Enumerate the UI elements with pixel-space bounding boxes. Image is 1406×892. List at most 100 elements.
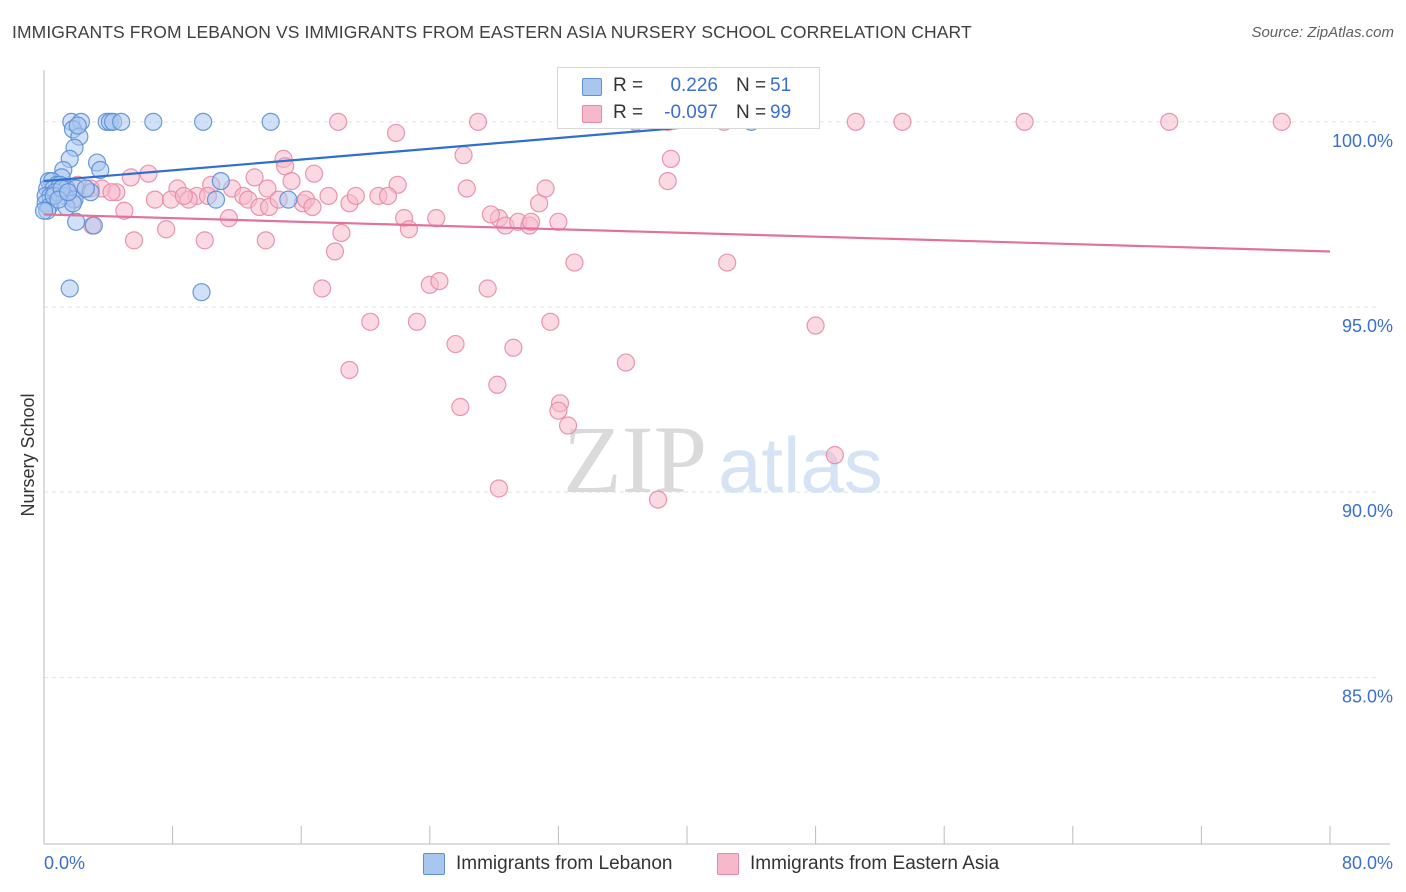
- data-point: [378, 186, 398, 206]
- data-point: [256, 231, 275, 250]
- data-point: [361, 312, 380, 331]
- data-point: [194, 112, 213, 131]
- data-point: [279, 190, 298, 209]
- data-point: [489, 479, 509, 498]
- data-point: [536, 179, 555, 198]
- data-point: [174, 186, 193, 206]
- data-point: [481, 205, 500, 224]
- data-point: [825, 446, 844, 465]
- data-point: [91, 160, 110, 180]
- data-point: [157, 220, 176, 239]
- lebanon-swatch: [423, 853, 445, 875]
- data-point: [319, 186, 338, 206]
- data-point: [325, 242, 345, 261]
- data-point: [846, 112, 865, 131]
- n-value: 51: [770, 75, 792, 96]
- legend-label: Immigrants from Eastern Asia: [750, 853, 1000, 874]
- data-point: [1272, 112, 1291, 131]
- data-point: [84, 216, 103, 235]
- lebanon-swatch: [582, 78, 602, 96]
- axes: [43, 70, 1390, 845]
- data-point: [211, 172, 230, 191]
- data-point: [303, 197, 322, 217]
- data-point: [478, 279, 497, 298]
- data-point: [304, 164, 324, 183]
- y-tick-label: 100.0%: [1332, 131, 1393, 151]
- trendline-eastern-asia: [43, 213, 1331, 253]
- data-point: [144, 112, 163, 131]
- data-point: [386, 123, 406, 143]
- series-lebanon-points: [34, 112, 761, 302]
- data-point: [312, 279, 332, 298]
- chart-source: Source: ZipAtlas.com: [1251, 24, 1394, 41]
- data-point: [261, 112, 280, 131]
- watermark: ZIP atlas: [563, 406, 883, 513]
- data-point: [206, 190, 226, 209]
- data-point: [1015, 112, 1034, 131]
- data-point: [658, 172, 677, 191]
- data-point: [102, 183, 121, 202]
- data-point: [488, 375, 507, 394]
- data-point: [245, 168, 264, 187]
- y-tick-label: 90.0%: [1342, 501, 1393, 521]
- y-tick-label: 95.0%: [1342, 316, 1393, 336]
- data-point: [430, 271, 449, 291]
- data-point: [549, 401, 568, 420]
- data-point: [1160, 112, 1179, 131]
- data-point: [454, 146, 473, 165]
- data-point: [457, 179, 476, 198]
- data-point: [565, 253, 584, 272]
- data-point: [451, 397, 470, 417]
- watermark-zip: ZIP: [563, 406, 707, 513]
- y-axis-label: Nursery School: [18, 393, 38, 516]
- data-point: [541, 312, 560, 331]
- data-point: [112, 112, 131, 131]
- data-point: [282, 172, 301, 191]
- r-value: -0.097: [664, 102, 718, 123]
- data-point: [145, 190, 165, 209]
- data-point: [504, 338, 523, 357]
- chart-title: IMMIGRANTS FROM LEBANON VS IMMIGRANTS FR…: [12, 22, 972, 42]
- x-tick-label: 80.0%: [1342, 853, 1393, 873]
- tick-labels: 85.0% 90.0% 95.0% 100.0% 0.0% 80.0%: [44, 131, 1393, 873]
- legend-label: Immigrants from Lebanon: [456, 853, 673, 874]
- stats-row-lebanon: R = 0.226 N = 51: [558, 73, 819, 101]
- data-point: [68, 116, 87, 135]
- data-point: [661, 149, 681, 168]
- data-point: [192, 283, 211, 302]
- data-point: [219, 209, 238, 228]
- watermark-atlas: atlas: [718, 421, 883, 509]
- data-point: [468, 112, 488, 131]
- trendlines: [43, 120, 1331, 253]
- n-label: N =: [736, 75, 767, 96]
- data-point: [195, 231, 214, 250]
- x-tick-label: 0.0%: [44, 853, 85, 873]
- data-point: [346, 186, 365, 206]
- data-point: [60, 279, 79, 298]
- data-point: [332, 223, 351, 243]
- n-value: 99: [770, 102, 792, 123]
- eastern-asia-swatch: [582, 105, 602, 123]
- data-point: [718, 253, 737, 272]
- data-point: [329, 112, 348, 131]
- r-value: 0.226: [670, 75, 718, 96]
- data-point: [59, 183, 78, 202]
- data-point: [399, 220, 419, 239]
- data-point: [34, 201, 54, 220]
- r-label: R =: [613, 75, 644, 96]
- data-point: [558, 416, 578, 435]
- data-point: [407, 312, 427, 331]
- data-point: [67, 212, 86, 231]
- data-point: [648, 490, 668, 509]
- data-point: [258, 179, 277, 198]
- data-point: [124, 231, 144, 250]
- data-point: [549, 212, 568, 231]
- data-point: [427, 209, 446, 228]
- data-point: [121, 168, 140, 187]
- stats-legend: R = 0.226 N = 51 R = -0.097 N = 99: [557, 67, 820, 129]
- eastern-asia-swatch: [717, 853, 739, 875]
- data-point: [521, 212, 541, 231]
- data-point: [76, 179, 95, 198]
- n-label: N =: [736, 102, 767, 123]
